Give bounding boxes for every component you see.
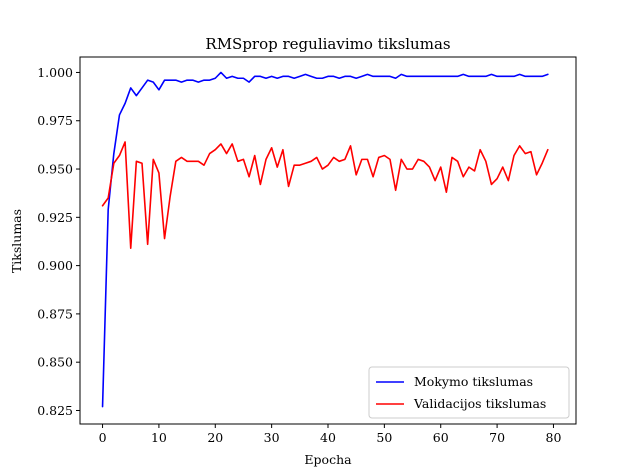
y-tick-label: 1.000 [37,65,73,80]
x-tick-label: 40 [320,430,336,445]
y-tick-label: 0.875 [37,306,73,321]
x-tick-label: 10 [151,430,167,445]
legend-box [368,366,570,419]
x-tick-label: 30 [264,430,280,445]
y-tick-label: 0.975 [37,113,73,128]
plot-frame [79,56,577,425]
y-axis-label: Tikslumas [9,209,24,273]
plot-content [101,71,549,408]
x-tick-label: 0 [99,430,107,445]
x-tick-label: 70 [489,430,505,445]
legend-label-mokymo: Mokymo tikslumas [414,374,533,389]
series-line-1 [101,141,549,250]
x-axis-label: Epocha [304,452,352,467]
y-tick-label: 0.850 [37,355,73,370]
x-tick-label: 80 [546,430,562,445]
y-tick-label: 0.825 [37,403,73,418]
x-tick-label: 50 [376,430,392,445]
series-line-0 [101,71,549,408]
x-axis-ticks: 0 10 20 30 40 50 60 70 80 [99,424,562,445]
legend: Mokymo tikslumas Validacijos tikslumas [368,366,570,419]
y-tick-label: 0.950 [37,162,73,177]
x-tick-label: 20 [207,430,223,445]
y-tick-label: 0.925 [37,210,73,225]
legend-label-validacijos: Validacijos tikslumas [413,396,546,411]
chart-title: RMSprop reguliavimo tikslumas [205,35,450,53]
y-axis-ticks: 0.825 0.850 0.875 0.900 0.925 0.950 0.975 1.000 [37,65,80,418]
y-tick-label: 0.900 [37,258,73,273]
x-tick-label: 60 [433,430,449,445]
